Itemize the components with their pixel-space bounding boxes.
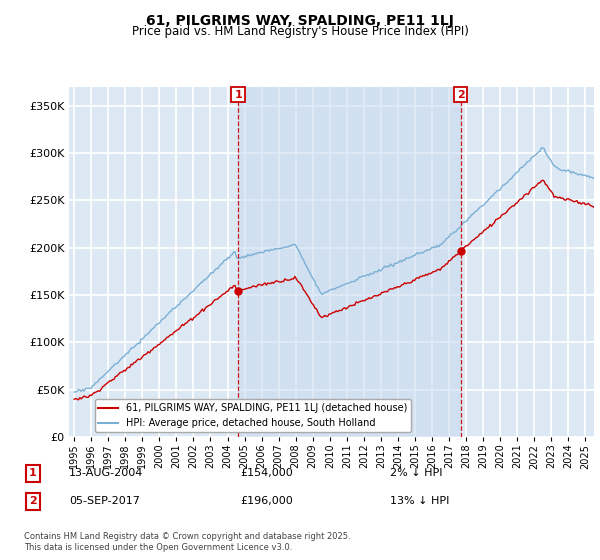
HPI: Average price, detached house, South Holland: (2e+03, 8.69e+04): Average price, detached house, South Hol… <box>122 351 129 358</box>
Text: 2: 2 <box>457 90 464 100</box>
Text: £154,000: £154,000 <box>240 468 293 478</box>
HPI: Average price, detached house, South Holland: (2.02e+03, 2.2e+05): Average price, detached house, South Hol… <box>455 225 462 232</box>
Text: 13-AUG-2004: 13-AUG-2004 <box>69 468 143 478</box>
61, PILGRIMS WAY, SPALDING, PE11 1LJ (detached house) <box>353 298 360 305</box>
HPI: Average price, detached house, South Holland: (2e+03, 1.43e+05): Average price, detached house, South Hol… <box>178 298 185 305</box>
HPI: Average price, detached house, South Holland: (2e+03, 4.73e+04): Average price, detached house, South Hol… <box>71 389 78 395</box>
Text: 2% ↓ HPI: 2% ↓ HPI <box>390 468 443 478</box>
61, PILGRIMS WAY, SPALDING, PE11 1LJ (detached house) <box>539 177 547 184</box>
Text: Price paid vs. HM Land Registry's House Price Index (HPI): Price paid vs. HM Land Registry's House … <box>131 25 469 38</box>
Bar <box>238 87 461 437</box>
Line: 61, PILGRIMS WAY, SPALDING, PE11 1LJ (detached house): 61, PILGRIMS WAY, SPALDING, PE11 1LJ (de… <box>74 180 594 400</box>
61, PILGRIMS WAY, SPALDING, PE11 1LJ (detached house) <box>179 321 186 328</box>
Line: HPI: Average price, detached house, South Holland: HPI: Average price, detached house, Sout… <box>74 148 594 392</box>
HPI: Average price, detached house, South Holland: (2.03e+03, 2.73e+05): Average price, detached house, South Hol… <box>590 175 598 181</box>
HPI: Average price, detached house, South Holland: (2e+03, 1.24e+05): Average price, detached house, South Hol… <box>159 316 166 323</box>
61, PILGRIMS WAY, SPALDING, PE11 1LJ (detached house) <box>75 396 82 403</box>
Text: 1: 1 <box>234 90 242 100</box>
HPI: Average price, detached house, South Holland: (2.02e+03, 1.98e+05): Average price, detached house, South Hol… <box>427 246 434 253</box>
Text: 13% ↓ HPI: 13% ↓ HPI <box>390 496 449 506</box>
Text: 1: 1 <box>29 468 37 478</box>
Text: 05-SEP-2017: 05-SEP-2017 <box>69 496 140 506</box>
HPI: Average price, detached house, South Holland: (2.01e+03, 1.64e+05): Average price, detached house, South Hol… <box>351 278 358 285</box>
Text: 61, PILGRIMS WAY, SPALDING, PE11 1LJ: 61, PILGRIMS WAY, SPALDING, PE11 1LJ <box>146 14 454 28</box>
Text: £196,000: £196,000 <box>240 496 293 506</box>
Legend: 61, PILGRIMS WAY, SPALDING, PE11 1LJ (detached house), HPI: Average price, detac: 61, PILGRIMS WAY, SPALDING, PE11 1LJ (de… <box>95 399 411 432</box>
61, PILGRIMS WAY, SPALDING, PE11 1LJ (detached house) <box>428 269 435 276</box>
Text: 2: 2 <box>29 496 37 506</box>
61, PILGRIMS WAY, SPALDING, PE11 1LJ (detached house) <box>71 396 78 403</box>
HPI: Average price, detached house, South Holland: (2.02e+03, 3.05e+05): Average price, detached house, South Hol… <box>538 144 545 151</box>
Text: Contains HM Land Registry data © Crown copyright and database right 2025.
This d: Contains HM Land Registry data © Crown c… <box>24 532 350 552</box>
61, PILGRIMS WAY, SPALDING, PE11 1LJ (detached house) <box>123 365 130 372</box>
61, PILGRIMS WAY, SPALDING, PE11 1LJ (detached house) <box>160 337 167 344</box>
61, PILGRIMS WAY, SPALDING, PE11 1LJ (detached house) <box>457 249 464 256</box>
61, PILGRIMS WAY, SPALDING, PE11 1LJ (detached house) <box>590 204 598 211</box>
